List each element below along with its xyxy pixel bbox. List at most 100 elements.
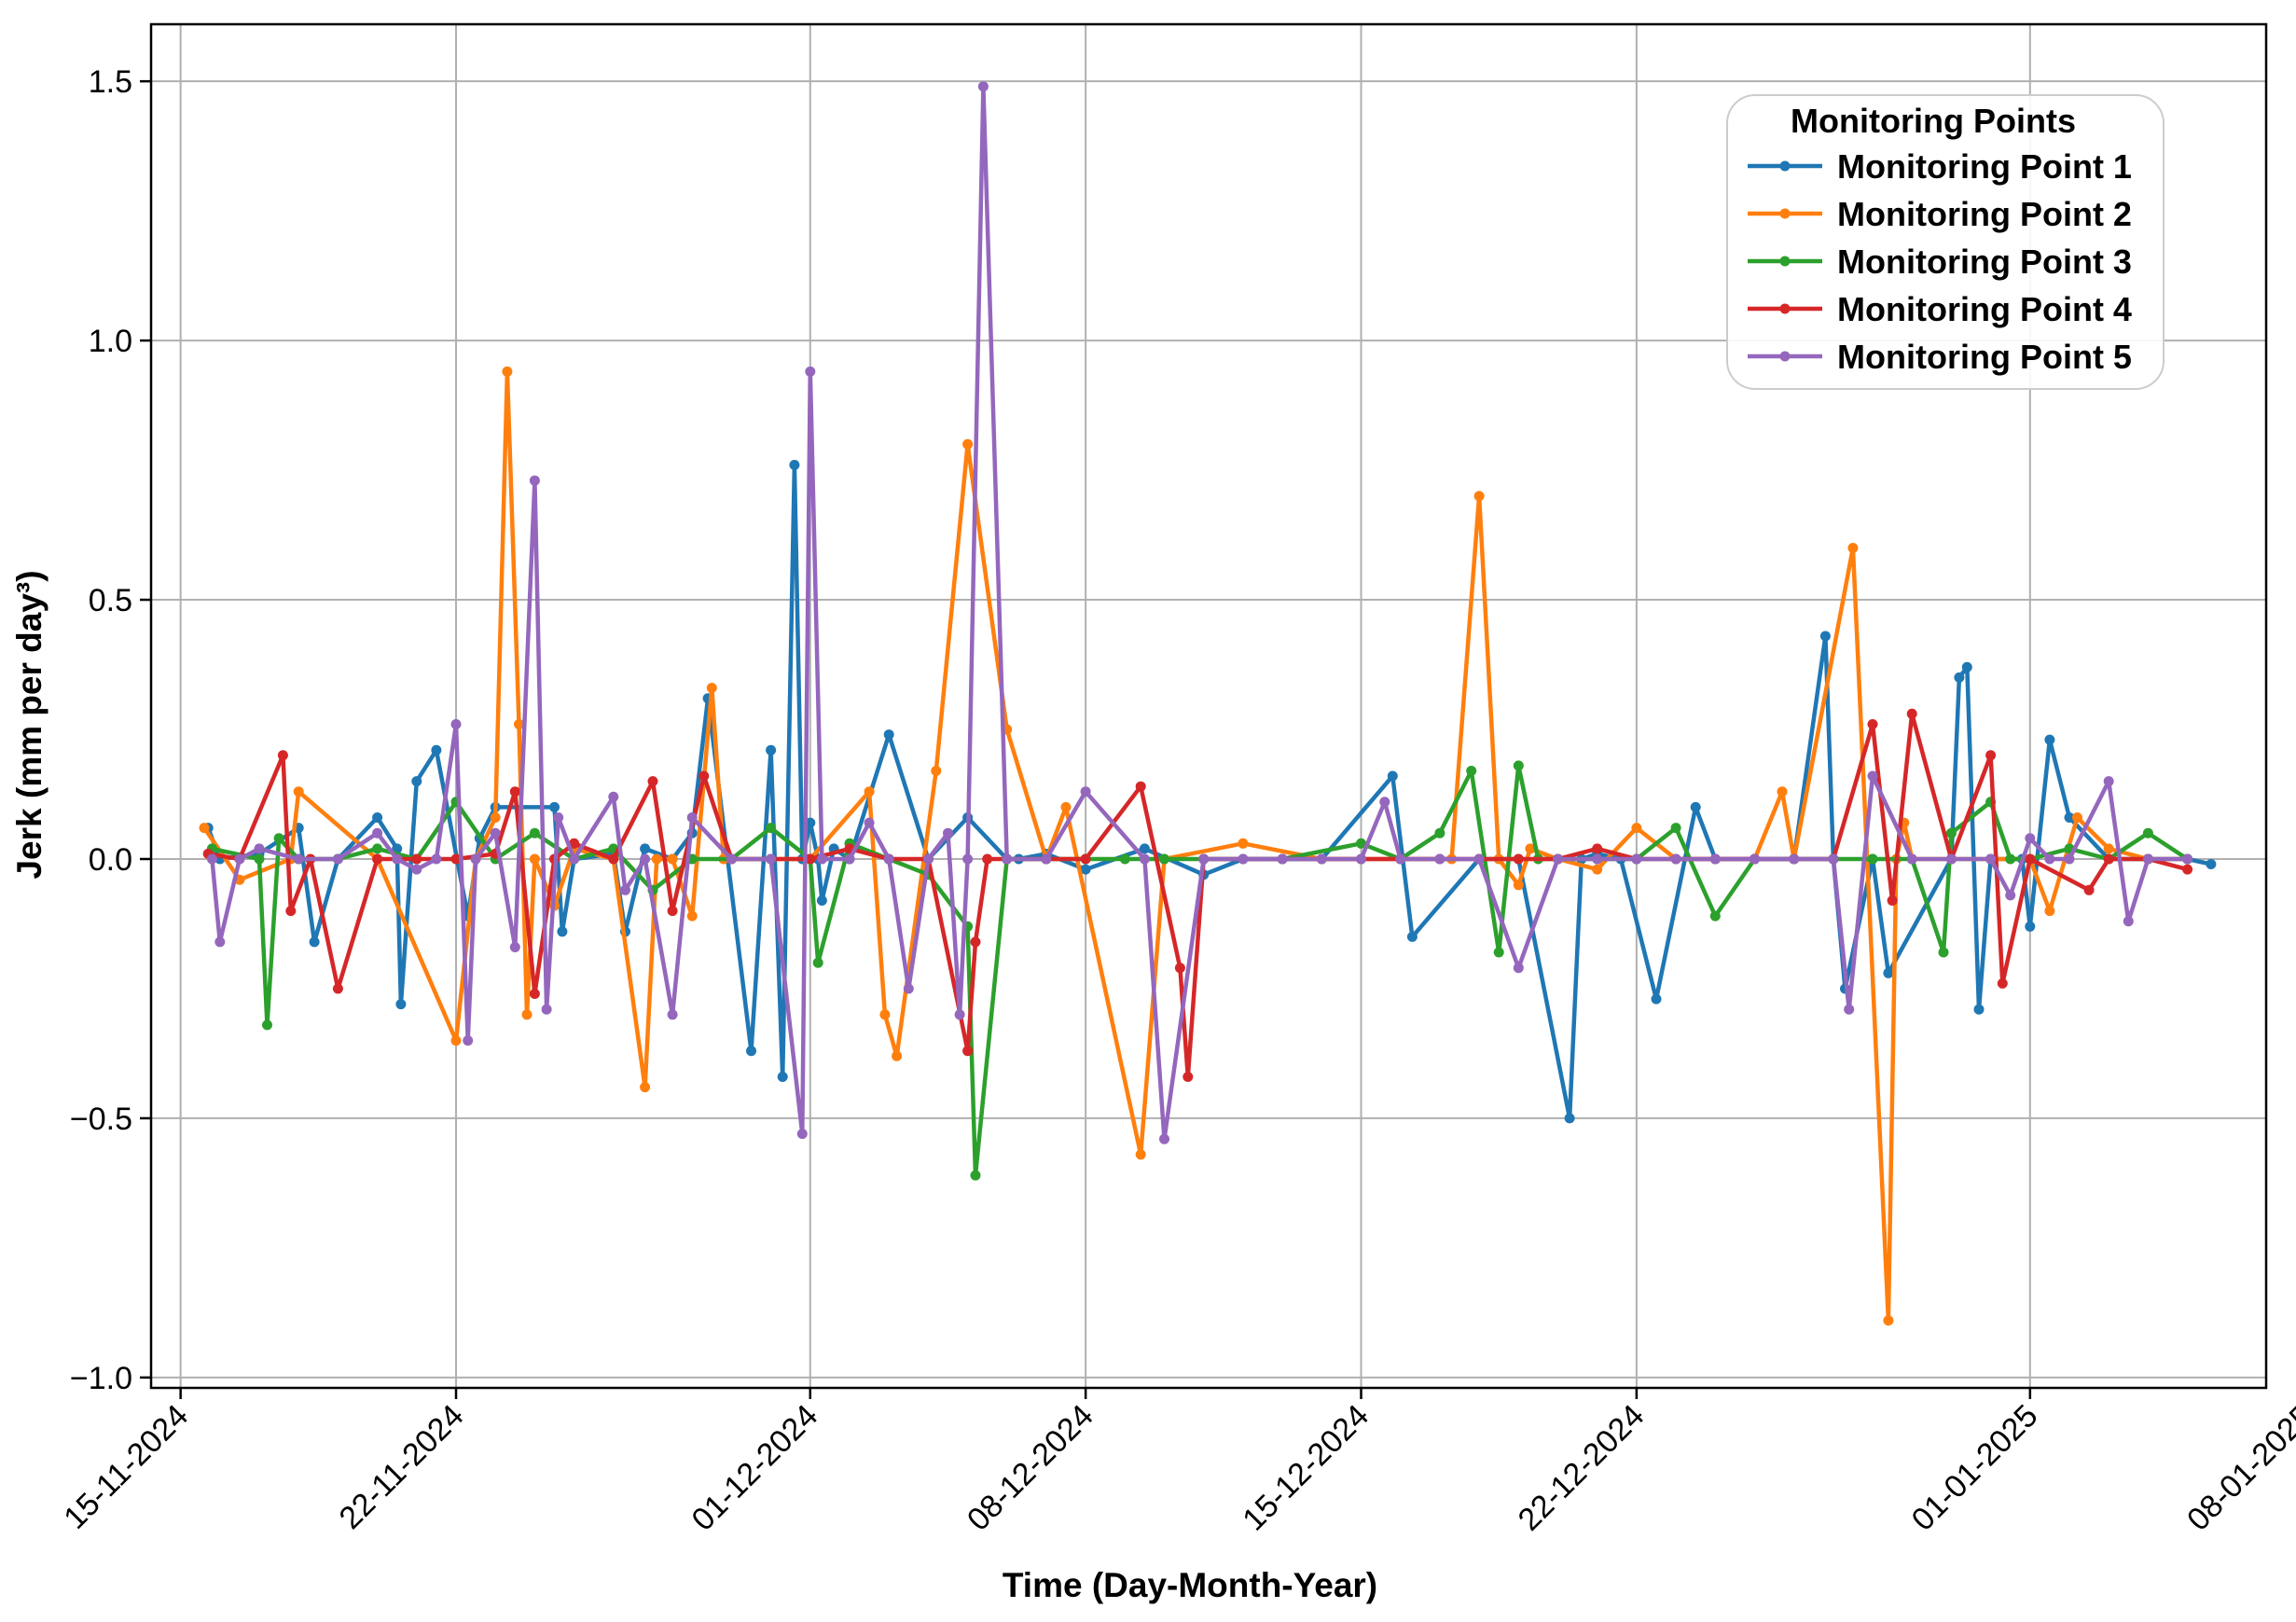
monitoring-point-1-point <box>395 999 407 1010</box>
legend-monitoring-point-4-label: Monitoring Point 4 <box>1837 290 2132 328</box>
monitoring-point-5-point <box>509 942 520 952</box>
monitoring-point-5-point <box>620 884 630 895</box>
monitoring-point-5-point <box>332 853 343 865</box>
monitoring-point-4-point <box>2103 853 2114 865</box>
monitoring-point-4-point <box>1997 977 2008 989</box>
legend-monitoring-point-2-marker <box>1779 208 1791 219</box>
monitoring-point-1-point <box>2064 812 2075 823</box>
monitoring-point-5-point <box>667 1009 678 1020</box>
monitoring-point-5-point <box>954 1009 965 1020</box>
monitoring-point-4-point <box>332 983 343 994</box>
monitoring-point-2-point <box>2044 906 2055 917</box>
monitoring-point-2-point <box>1135 1149 1146 1160</box>
legend-monitoring-point-3-label: Monitoring Point 3 <box>1837 243 2132 281</box>
monitoring-point-1-point <box>1690 801 1701 812</box>
monitoring-point-1-point <box>1883 967 1894 978</box>
monitoring-point-3-point <box>273 833 284 844</box>
monitoring-point-4-point <box>509 786 520 797</box>
monitoring-point-5-point <box>844 853 855 865</box>
monitoring-point-5-point <box>608 791 619 802</box>
monitoring-point-5-point <box>1906 853 1917 865</box>
monitoring-point-2-point <box>521 1009 533 1020</box>
monitoring-point-1-point <box>1961 661 1972 672</box>
monitoring-point-3-point <box>1493 947 1504 958</box>
monitoring-point-3-point <box>1867 853 1878 865</box>
monitoring-point-5-point <box>541 1004 552 1015</box>
y-tick-label: 0.5 <box>89 583 132 618</box>
monitoring-point-2-point <box>1238 838 1249 849</box>
grid-lines <box>151 24 2266 1388</box>
monitoring-point-2-point <box>1513 880 1524 891</box>
monitoring-point-5-point <box>1002 853 1013 865</box>
monitoring-point-5-point <box>214 936 226 948</box>
monitoring-point-5-point <box>1434 853 1445 865</box>
monitoring-point-5-point <box>411 864 422 875</box>
monitoring-point-5-point <box>922 853 934 865</box>
monitoring-point-2-point <box>1883 1315 1894 1326</box>
monitoring-point-2-point <box>514 719 524 729</box>
monitoring-point-3-point <box>372 843 383 854</box>
monitoring-point-2-point <box>864 786 875 797</box>
monitoring-point-5-point <box>883 853 894 865</box>
monitoring-point-5-point <box>1867 770 1878 782</box>
monitoring-point-5-point <box>1828 853 1839 865</box>
monitoring-point-1-point <box>816 895 827 906</box>
monitoring-point-5-point <box>470 853 481 865</box>
monitoring-point-2-point <box>293 786 304 797</box>
monitoring-point-2-point <box>2103 843 2114 854</box>
monitoring-point-1-point <box>1954 672 1965 683</box>
monitoring-point-1-point <box>746 1046 756 1057</box>
monitoring-point-1-point <box>1819 631 1831 642</box>
monitoring-point-2-point <box>892 1050 903 1061</box>
monitoring-point-4-point <box>962 1046 974 1057</box>
monitoring-point-5-point <box>640 853 651 865</box>
monitoring-point-1-point <box>549 801 560 812</box>
monitoring-point-1-point <box>766 744 777 756</box>
monitoring-point-4-point <box>970 936 981 948</box>
monitoring-point-5-point <box>529 475 540 486</box>
monitoring-point-3-point <box>262 1019 272 1031</box>
monitoring-point-5-point <box>2005 890 2016 901</box>
monitoring-point-4-point <box>285 906 297 917</box>
monitoring-point-1-point <box>2025 921 2036 932</box>
monitoring-point-4-point <box>608 853 619 865</box>
monitoring-point-5-point <box>1379 797 1390 808</box>
monitoring-point-5-point <box>943 827 953 839</box>
monitoring-point-5-point <box>816 853 827 865</box>
monitoring-point-2-point <box>502 366 513 377</box>
monitoring-point-5-point <box>686 812 698 823</box>
monitoring-point-5-point <box>1631 853 1642 865</box>
monitoring-point-4-point <box>569 838 580 849</box>
monitoring-point-5-point <box>1844 1004 1855 1015</box>
monitoring-point-5-line <box>210 84 2190 1142</box>
monitoring-point-1-point <box>805 817 816 828</box>
monitoring-point-1-point <box>1564 1113 1575 1124</box>
monitoring-point-5-point <box>293 853 304 865</box>
monitoring-point-4-point <box>1513 853 1524 865</box>
y-tick-label: 1.5 <box>89 64 132 100</box>
monitoring-point-5-point <box>796 1129 808 1140</box>
monitoring-point-5-point <box>431 853 442 865</box>
monitoring-point-2-point <box>450 1035 462 1047</box>
y-tick-label: 1.0 <box>89 324 132 359</box>
legend-monitoring-point-5-marker <box>1779 351 1791 362</box>
monitoring-point-5-point <box>1041 853 1052 865</box>
monitoring-point-3-point <box>970 1170 981 1181</box>
monitoring-point-5-point <box>726 853 737 865</box>
monitoring-point-1-point <box>789 460 800 470</box>
monitoring-point-2-point <box>1847 543 1859 553</box>
monitoring-point-2-point <box>1777 786 1788 797</box>
y-tick-label: −0.5 <box>70 1102 132 1137</box>
monitoring-point-4-point <box>982 853 993 865</box>
monitoring-point-5-point <box>392 853 403 865</box>
legend-monitoring-point-1-label: Monitoring Point 1 <box>1837 147 2132 186</box>
monitoring-point-5-point <box>962 853 974 865</box>
monitoring-point-1-point <box>1387 770 1398 782</box>
monitoring-point-2-point <box>2072 812 2082 823</box>
monitoring-point-5-point <box>450 719 462 729</box>
monitoring-point-1-point <box>557 926 568 937</box>
monitoring-point-4-point <box>277 750 288 761</box>
monitoring-point-5-point <box>903 983 914 994</box>
monitoring-point-5-point <box>1789 853 1800 865</box>
